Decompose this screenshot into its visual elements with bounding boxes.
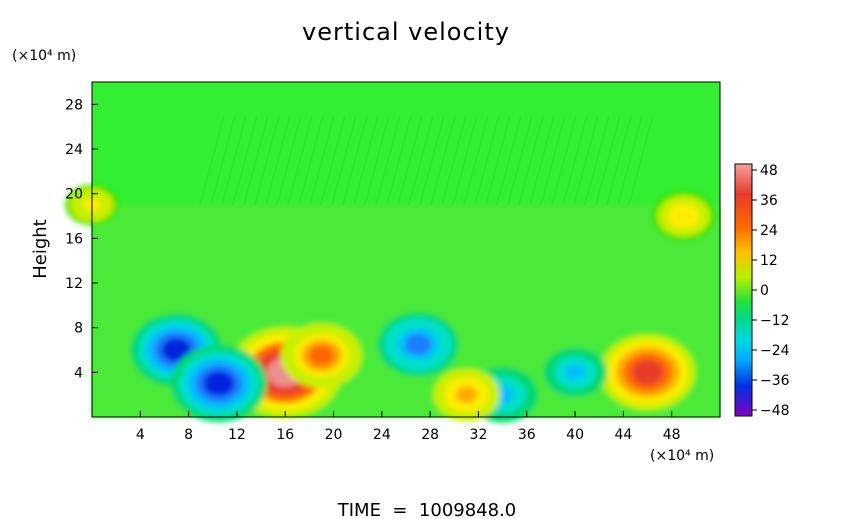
velocity-contour [161,338,192,362]
velocity-contour [455,386,478,404]
wave-stripe [474,115,500,206]
y-tick-label: 20 [65,187,83,203]
wave-stripe [430,115,456,206]
wave-stripe [265,115,291,206]
wave-stripe [353,115,379,206]
plot-frame [91,81,721,418]
velocity-contour [308,345,335,366]
wave-stripe [221,115,247,206]
wave-stripe [375,115,401,206]
wave-stripe [507,115,533,206]
plot-area [65,81,721,423]
wave-stripe [287,115,313,206]
wave-stripe [617,115,643,206]
colorbar: 48 36 24 12 0 −12 −24 −36 −48 [734,163,790,419]
colorbar-tick-label: −12 [760,313,790,329]
velocity-field [65,184,720,423]
wave-stripe [584,115,610,206]
wave-stripe [573,115,599,206]
velocity-contour [203,371,235,396]
x-tick-label: 36 [518,427,536,443]
y-axis-unit: (×10⁴ m) [12,48,76,64]
colorbar-ticks: 48 36 24 12 0 −12 −24 −36 −48 [752,163,790,419]
wave-stripe [606,115,632,206]
colorbar-tick-label: −48 [760,403,790,419]
wave-stripe [628,115,654,206]
wave-stripe [397,115,423,206]
colorbar-tick-label: −24 [760,343,790,359]
wave-stripe [276,115,302,206]
y-axis-label: Height [30,219,51,279]
velocity-contour [404,334,432,355]
wave-stripe [331,115,357,206]
wave-stripe [386,115,412,206]
colorbar-tick-label: 48 [760,163,778,179]
colorbar-tick-label: −36 [760,373,790,389]
wave-stripe [452,115,478,206]
colorbar-gradient [734,163,753,417]
wave-stripe [529,115,555,206]
x-axis: 4 8 12 16 20 24 28 32 36 40 44 48 [136,411,681,443]
wave-stripe [364,115,390,206]
y-tick-label: 4 [74,365,83,381]
y-tick-label: 28 [65,97,83,113]
velocity-contour [564,364,586,381]
wave-stripe [518,115,544,206]
wave-stripe [199,115,225,206]
x-tick-label: 40 [566,427,584,443]
wave-stripe [496,115,522,206]
wave-stripe [562,115,588,206]
velocity-contour [673,208,695,224]
x-axis-unit: (×10⁴ m) [650,448,714,464]
wave-stripe [254,115,280,206]
x-tick-label: 48 [663,427,681,443]
x-tick-label: 44 [614,427,632,443]
wave-stripe [595,115,621,206]
colorbar-tick-label: 36 [760,193,778,209]
wave-stripe [485,115,511,206]
x-tick-label: 4 [136,427,145,443]
time-label: TIME = 1009848.0 [337,500,517,519]
y-axis: 4 8 12 16 20 24 28 [65,97,98,381]
x-tick-label: 12 [228,427,246,443]
y-tick-label: 16 [65,231,83,247]
wave-stripe [243,115,269,206]
x-tick-label: 28 [421,427,439,443]
x-tick-label: 24 [373,427,391,443]
wave-stripe [210,115,236,206]
colorbar-tick-label: 12 [760,253,778,269]
colorbar-tick-label: 24 [760,223,778,239]
y-tick-label: 12 [65,276,83,292]
wave-stripe [342,115,368,206]
wave-stripe [463,115,489,206]
wave-stripe [419,115,445,206]
x-tick-label: 20 [325,427,343,443]
colorbar-tick-label: 0 [760,283,769,299]
wave-stripe [232,115,258,206]
wave-stripe [298,115,324,206]
y-tick-label: 8 [74,321,83,337]
x-tick-label: 8 [184,427,193,443]
y-tick-label: 24 [65,142,83,158]
velocity-contour [632,360,663,385]
wave-stripe [309,115,335,206]
wave-stripe [441,115,467,206]
wave-stripe [551,115,577,206]
chart-title: vertical velocity [302,18,510,46]
field-texture [199,115,654,206]
x-tick-label: 32 [470,427,488,443]
wave-stripe [540,115,566,206]
wave-stripe [320,115,346,206]
wave-stripe [408,115,434,206]
x-tick-label: 16 [276,427,294,443]
